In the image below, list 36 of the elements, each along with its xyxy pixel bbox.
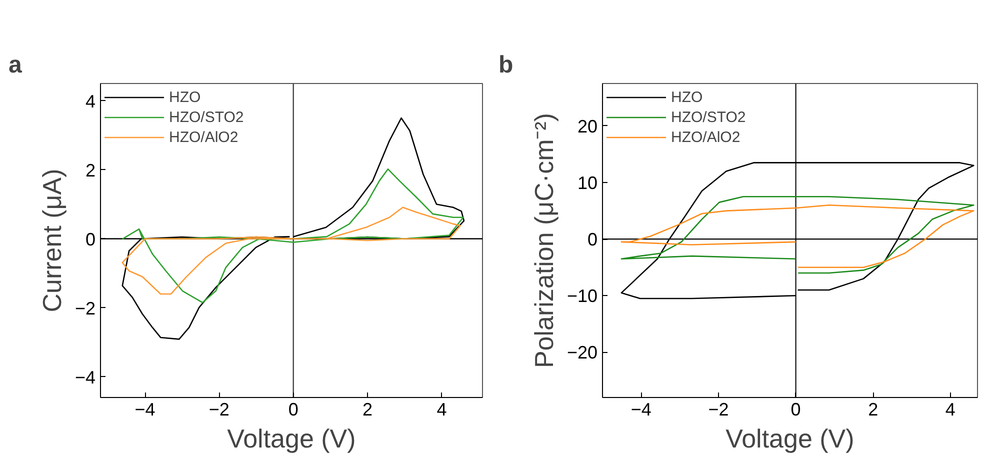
- line-series: [620, 204, 974, 268]
- y-tick-label: 0: [587, 230, 598, 250]
- x-tick-label: 2: [868, 400, 878, 420]
- x-axis-title: Voltage (V): [726, 424, 854, 454]
- y-tick-label: −4: [74, 367, 96, 388]
- x-axis-title: Voltage (V): [227, 424, 356, 454]
- legend-label: HZO: [169, 88, 201, 106]
- x-tick-label: 0: [790, 400, 801, 420]
- x-tick-label: 4: [436, 400, 447, 420]
- legend-label: HZO/AlO2: [671, 128, 740, 146]
- legend-label: HZO/AlO2: [169, 128, 238, 146]
- line-series: [620, 196, 974, 274]
- legend-label: HZO/STO2: [671, 108, 746, 126]
- y-tick-label: −20: [566, 342, 598, 363]
- legend-label: HZO/STO2: [169, 108, 244, 126]
- y-tick-label: −10: [566, 286, 598, 306]
- x-tick-label: 0: [288, 400, 298, 420]
- y-tick-label: −2: [74, 298, 96, 318]
- y-axis-title: Polarization (μC·cm⁻²): [528, 112, 559, 368]
- line-series: [122, 168, 464, 304]
- x-tick-label: 4: [945, 400, 956, 420]
- y-axis-title: Current (μA): [36, 168, 67, 312]
- x-tick-label: −4: [134, 400, 156, 420]
- x-tick-label: 2: [362, 400, 373, 420]
- x-tick-label: −2: [708, 400, 729, 420]
- x-tick-label: −4: [630, 400, 652, 420]
- legend-label: HZO: [671, 88, 703, 106]
- y-tick-label: 4: [85, 91, 96, 112]
- y-tick-label: 10: [577, 173, 598, 194]
- x-tick-label: −2: [208, 400, 230, 420]
- y-tick-label: 0: [85, 229, 96, 250]
- y-tick-label: 20: [577, 116, 598, 136]
- line-series: [122, 206, 461, 295]
- chart-title: a: [8, 52, 22, 78]
- y-tick-label: 2: [85, 160, 96, 180]
- chart-title: b: [498, 52, 514, 78]
